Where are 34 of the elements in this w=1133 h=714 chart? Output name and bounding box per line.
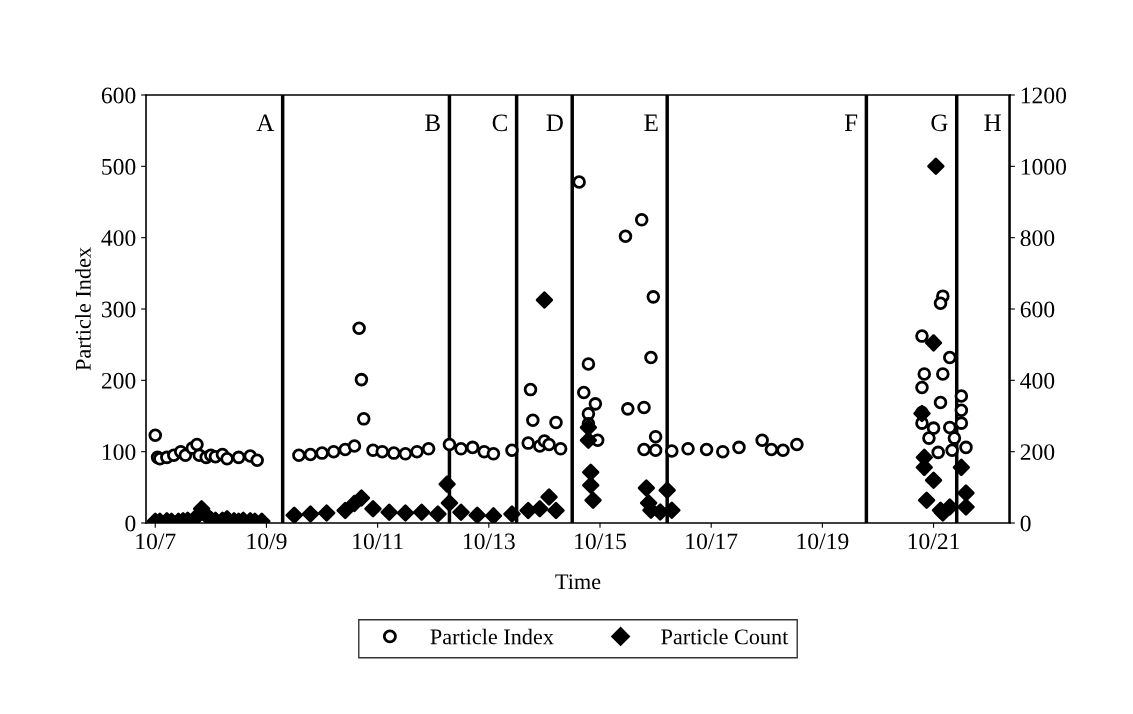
x-tick-label: 10/21 — [908, 533, 960, 550]
ref-line-label: G — [931, 114, 948, 132]
ref-line-label: A — [256, 114, 275, 131]
x-axis-title: Time — [555, 574, 601, 590]
x-tick-label: 10/7 — [136, 533, 176, 550]
ref-line-label: D — [546, 114, 563, 132]
y2-tick-label: 1000 — [1021, 158, 1067, 175]
x-tick-label: 10/9 — [247, 533, 287, 550]
ref-line-label: C — [492, 114, 507, 132]
y-tick-label: 200 — [101, 372, 136, 389]
y2-tick-label: 800 — [1020, 230, 1055, 247]
y-tick-label: 0 — [125, 515, 136, 532]
x-tick-label: 10/17 — [686, 533, 738, 550]
ref-line-label: B — [425, 114, 440, 132]
y2-tick-label: 200 — [1020, 444, 1055, 461]
ref-line-label: H — [984, 114, 1001, 131]
y2-tick-label: 400 — [1020, 372, 1055, 389]
y2-tick-label: 0 — [1020, 515, 1031, 532]
y2-tick-label: 600 — [1020, 301, 1055, 318]
x-tick-label: 10/13 — [464, 533, 515, 550]
y-tick-label: 600 — [101, 87, 136, 104]
y2-tick-label: 1200 — [1021, 87, 1067, 104]
x-tick-label: 10/15 — [575, 533, 626, 550]
x-tick-label: 10/19 — [797, 533, 849, 550]
y-tick-label: 300 — [101, 301, 136, 318]
y-tick-label: 100 — [102, 444, 136, 461]
ref-line-label: F — [844, 114, 858, 131]
y-tick-label: 500 — [102, 158, 136, 175]
ref-line-label: E — [644, 114, 658, 131]
y-tick-label: 400 — [101, 230, 136, 247]
legend-label: Particle Count — [661, 628, 789, 645]
x-tick-label: 10/11 — [353, 533, 403, 550]
legend-label: Particle Index — [430, 628, 554, 645]
y-axis-title: Particle Index — [75, 247, 91, 371]
